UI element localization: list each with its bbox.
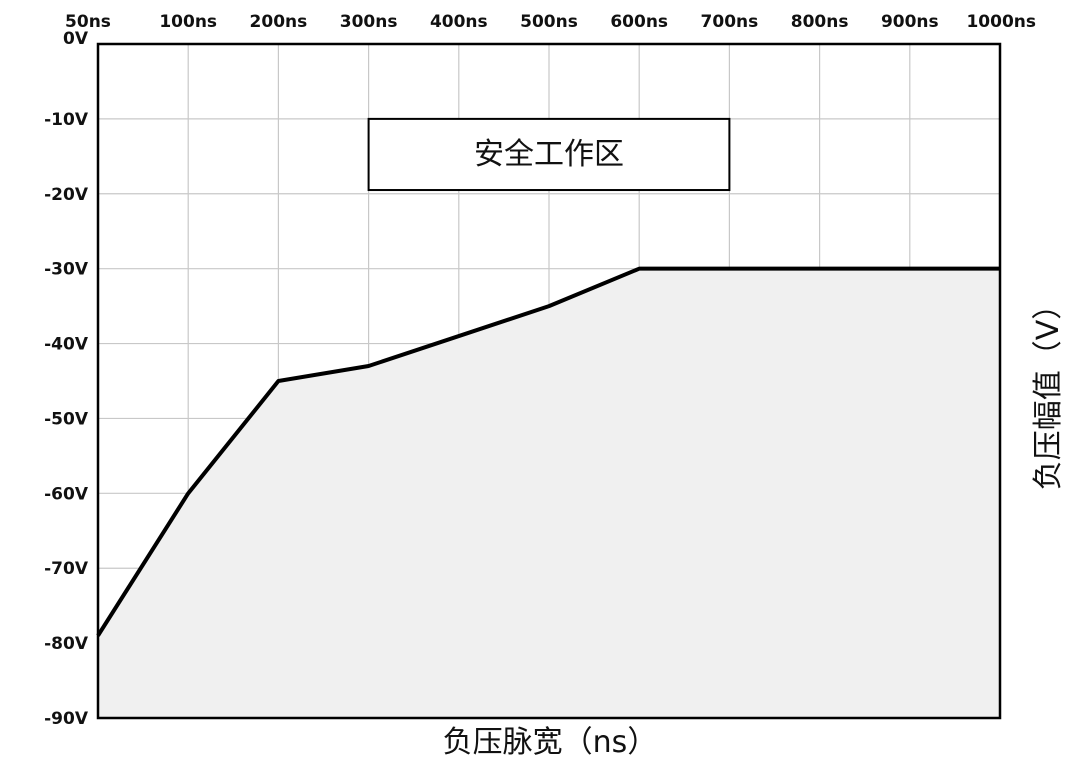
x-tick-label: 800ns bbox=[791, 12, 849, 32]
y-tick-label: -70V bbox=[44, 559, 89, 579]
y-tick-label: -80V bbox=[44, 634, 89, 654]
y-tick-label: 0V bbox=[63, 29, 89, 49]
safe-area bbox=[98, 269, 1000, 718]
x-tick-label: 900ns bbox=[881, 12, 939, 32]
y-tick-labels: 0V -10V -20V -30V -40V -50V -60V -70V -80V -90V bbox=[44, 29, 89, 729]
y-tick-label: -60V bbox=[44, 484, 89, 504]
x-tick-label: 200ns bbox=[250, 12, 308, 32]
safe-area-fill bbox=[98, 269, 1000, 718]
x-tick-labels: 50ns 100ns 200ns 300ns 400ns 500ns 600ns 700ns 8… bbox=[65, 12, 1036, 32]
y-axis-title: 负压幅值（V） bbox=[1031, 290, 1066, 491]
x-tick-label: 1000ns bbox=[966, 12, 1036, 32]
y-tick-label: -10V bbox=[44, 110, 89, 130]
x-tick-label: 100ns bbox=[159, 12, 217, 32]
y-tick-label: -20V bbox=[44, 185, 89, 205]
safe-zone-box: 安全工作区 bbox=[369, 119, 730, 190]
x-tick-label: 500ns bbox=[520, 12, 578, 32]
x-tick-label: 600ns bbox=[610, 12, 668, 32]
y-tick-label: -50V bbox=[44, 409, 89, 429]
x-tick-label: 700ns bbox=[701, 12, 759, 32]
x-tick-label: 400ns bbox=[430, 12, 488, 32]
y-tick-label: -30V bbox=[44, 260, 89, 280]
x-tick-label: 300ns bbox=[340, 12, 398, 32]
y-tick-label: -40V bbox=[44, 335, 89, 355]
x-axis-title: 负压脉宽（ns） bbox=[443, 725, 658, 760]
y-tick-label: -90V bbox=[44, 709, 89, 729]
safe-zone-label: 安全工作区 bbox=[474, 137, 624, 172]
